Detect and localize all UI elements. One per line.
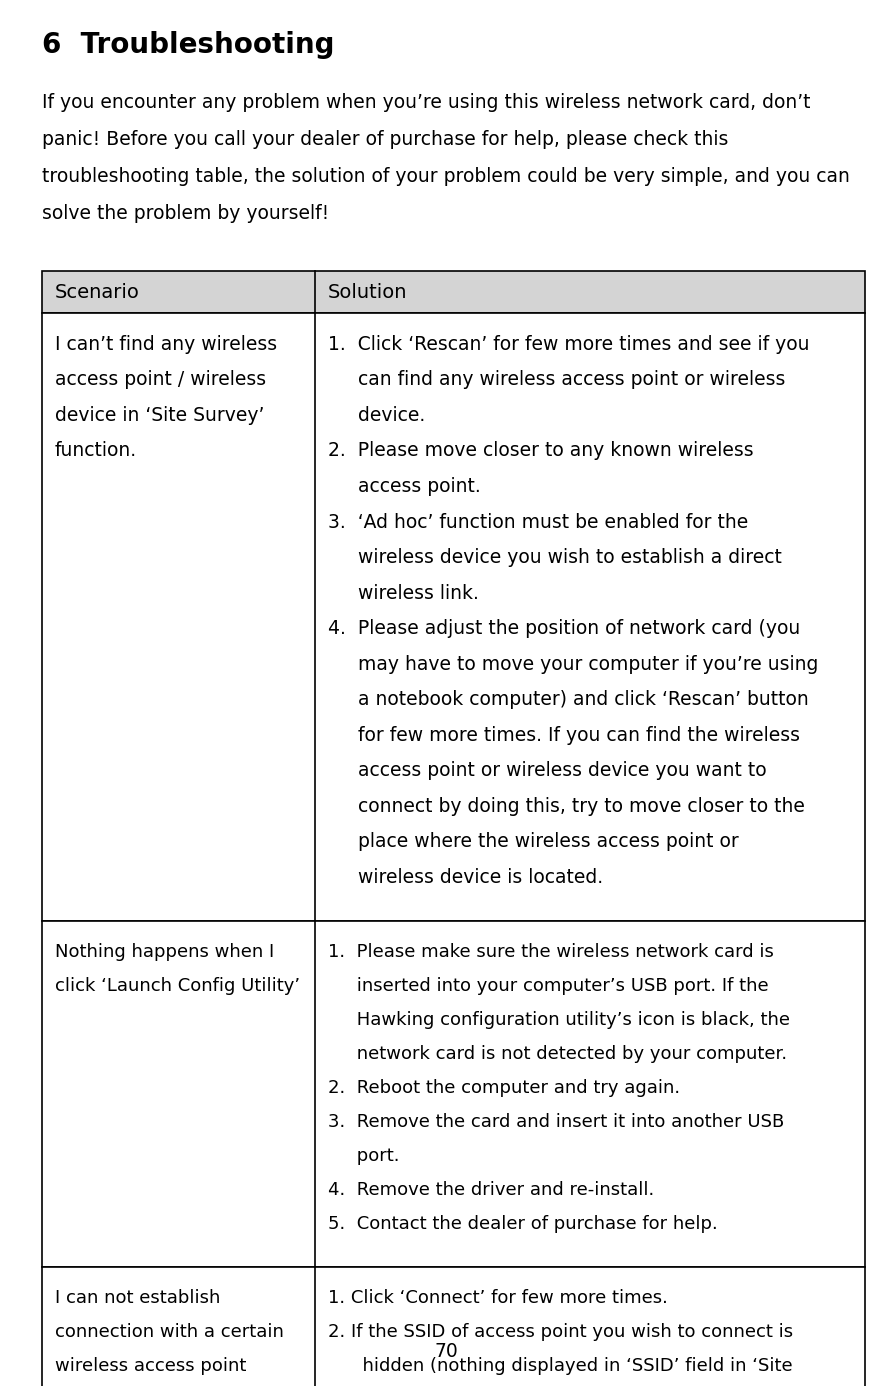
Text: 2.  Please move closer to any known wireless: 2. Please move closer to any known wirel… [328, 442, 754, 460]
Text: place where the wireless access point or: place where the wireless access point or [328, 832, 739, 851]
Text: 1.  Click ‘Rescan’ for few more times and see if you: 1. Click ‘Rescan’ for few more times and… [328, 335, 810, 353]
Text: troubleshooting table, the solution of your problem could be very simple, and yo: troubleshooting table, the solution of y… [42, 166, 850, 186]
Text: connection with a certain: connection with a certain [55, 1324, 284, 1342]
Text: Solution: Solution [328, 283, 408, 302]
Text: wireless device you wish to establish a direct: wireless device you wish to establish a … [328, 547, 782, 567]
Text: access point / wireless: access point / wireless [55, 370, 266, 389]
Text: can find any wireless access point or wireless: can find any wireless access point or wi… [328, 370, 786, 389]
Text: wireless link.: wireless link. [328, 584, 479, 603]
Text: inserted into your computer’s USB port. If the: inserted into your computer’s USB port. … [328, 977, 769, 995]
Text: 5.  Contact the dealer of purchase for help.: 5. Contact the dealer of purchase for he… [328, 1216, 718, 1234]
Text: 4.  Remove the driver and re-install.: 4. Remove the driver and re-install. [328, 1181, 655, 1199]
Text: a notebook computer) and click ‘Rescan’ button: a notebook computer) and click ‘Rescan’ … [328, 690, 809, 710]
Text: 4.  Please adjust the position of network card (you: 4. Please adjust the position of network… [328, 620, 800, 638]
Text: Hawking configuration utility’s icon is black, the: Hawking configuration utility’s icon is … [328, 1010, 790, 1028]
Text: network card is not detected by your computer.: network card is not detected by your com… [328, 1045, 788, 1063]
Text: 70: 70 [434, 1342, 458, 1361]
Text: access point.: access point. [328, 477, 481, 496]
Text: solve the problem by yourself!: solve the problem by yourself! [42, 204, 329, 223]
Text: panic! Before you call your dealer of purchase for help, please check this: panic! Before you call your dealer of pu… [42, 130, 729, 150]
Text: Nothing happens when I: Nothing happens when I [55, 942, 274, 960]
Text: I can’t find any wireless: I can’t find any wireless [55, 335, 277, 353]
Text: wireless access point: wireless access point [55, 1357, 246, 1375]
Bar [42, 1267, 865, 1386]
Text: 3.  ‘Ad hoc’ function must be enabled for the: 3. ‘Ad hoc’ function must be enabled for… [328, 513, 748, 531]
Text: 2.  Reboot the computer and try again.: 2. Reboot the computer and try again. [328, 1078, 681, 1096]
Text: function.: function. [55, 442, 137, 460]
Text: Scenario: Scenario [55, 283, 140, 302]
Text: 1.  Please make sure the wireless network card is: 1. Please make sure the wireless network… [328, 942, 774, 960]
Text: wireless device is located.: wireless device is located. [328, 868, 603, 887]
Text: for few more times. If you can find the wireless: for few more times. If you can find the … [328, 725, 800, 744]
Bar [42, 313, 865, 922]
Text: 6  Troubleshooting: 6 Troubleshooting [42, 30, 334, 60]
Text: I can not establish: I can not establish [55, 1289, 220, 1307]
Text: port.: port. [328, 1148, 400, 1166]
Text: 1. Click ‘Connect’ for few more times.: 1. Click ‘Connect’ for few more times. [328, 1289, 668, 1307]
Text: If you encounter any problem when you’re using this wireless network card, don’t: If you encounter any problem when you’re… [42, 93, 811, 112]
Bar [42, 922, 865, 1267]
Text: 3.  Remove the card and insert it into another USB: 3. Remove the card and insert it into an… [328, 1113, 784, 1131]
Text: click ‘Launch Config Utility’: click ‘Launch Config Utility’ [55, 977, 300, 995]
Text: 2. If the SSID of access point you wish to connect is: 2. If the SSID of access point you wish … [328, 1324, 793, 1342]
Text: device.: device. [328, 406, 425, 426]
Text: access point or wireless device you want to: access point or wireless device you want… [328, 761, 767, 780]
Text: may have to move your computer if you’re using: may have to move your computer if you’re… [328, 654, 819, 674]
Text: hidden (nothing displayed in ‘SSID’ field in ‘Site: hidden (nothing displayed in ‘SSID’ fiel… [328, 1357, 793, 1375]
Text: connect by doing this, try to move closer to the: connect by doing this, try to move close… [328, 797, 805, 815]
Text: device in ‘Site Survey’: device in ‘Site Survey’ [55, 406, 264, 426]
Bar [42, 272, 865, 313]
